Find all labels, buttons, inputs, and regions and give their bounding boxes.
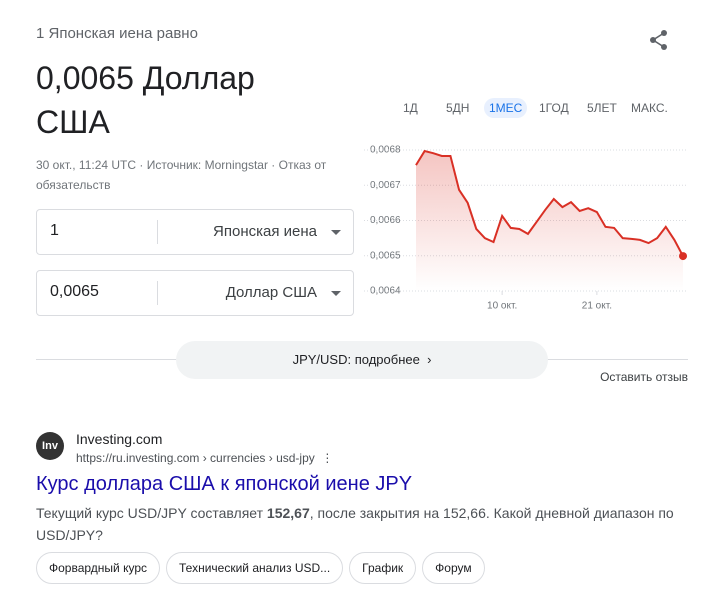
last-point [679, 252, 687, 261]
input-from[interactable]: 1 Японская иена [36, 209, 354, 255]
amount: 0,0065 [50, 283, 99, 300]
url[interactable]: https://ru.investing.com › currencies › … [76, 451, 334, 465]
range-tab[interactable]: 1Д [403, 101, 418, 115]
chip[interactable]: График [349, 552, 417, 584]
more-button[interactable]: JPY/USD: подробнее › [176, 341, 548, 379]
x-tick-label: 21 окт. [582, 301, 612, 312]
result-title[interactable]: Курс доллара США к японской иене JPY [36, 473, 413, 495]
subtitle: 1 Японская иена равно [36, 25, 198, 42]
favicon: Inv [36, 432, 64, 460]
more-label: JPY/USD: подробнее [292, 352, 420, 367]
range-tab[interactable]: МАКС. [631, 101, 668, 115]
area [416, 151, 683, 291]
feedback[interactable]: Оставить отзыв [600, 370, 688, 384]
currency: Японская иена [213, 223, 317, 240]
chips: Форвардный курс Технический анализ USD...… [36, 552, 491, 584]
snippet-text: , после закрытия на 152,66. Какой дневно… [36, 505, 674, 543]
chip[interactable]: Форвардный курс [36, 552, 160, 584]
meta: 30 окт., 11:24 UTC · Источник: Morningst… [36, 158, 327, 192]
url-text: https://ru.investing.com › currencies › … [76, 451, 315, 465]
amount: 1 [50, 222, 59, 239]
currency: Доллар США [225, 284, 317, 301]
range-tab[interactable]: 1ГОД [539, 101, 569, 115]
snippet-text: Текущий курс USD/JPY составляет [36, 505, 267, 521]
share-icon[interactable] [648, 29, 670, 51]
site-name[interactable]: Investing.com [76, 431, 163, 447]
range-tab[interactable]: 1МЕС [484, 98, 528, 118]
snippet-bold: 152,67 [266, 505, 310, 521]
x-tick-label: 10 окт. [487, 301, 517, 312]
rate: 0,0065 Доллар США [36, 60, 255, 140]
line [415, 149, 684, 257]
range-tab[interactable]: 5ДН [446, 101, 470, 115]
chip[interactable]: Технический анализ USD... [166, 552, 344, 584]
range-tab[interactable]: 5ЛЕТ [587, 101, 617, 115]
snippet: Текущий курс USD/JPY составляет 152,67, … [36, 502, 696, 546]
chip[interactable]: Форум [422, 552, 485, 584]
input-to[interactable]: 0,0065 Доллар США [36, 270, 354, 316]
